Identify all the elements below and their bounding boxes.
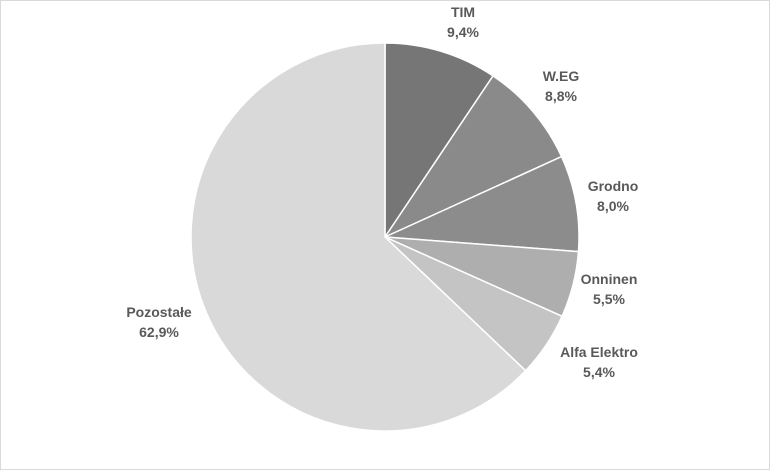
slice-value-label: 8,8% [545, 88, 577, 104]
slice-label: Alfa Elektro 5,4% [560, 344, 638, 380]
pie-slice-grodno [384, 155, 580, 253]
slice-value-label: 5,5% [593, 291, 625, 307]
slice-label: TIM 9,4% [447, 4, 479, 40]
pie-labels: TIM 9,4% W.EG 8,8% Grodno 8,0% Onninen 5,5% Alfa… [126, 4, 638, 380]
slice-value-label: 62,9% [139, 324, 179, 340]
pie-slice-pozostałe [190, 42, 527, 432]
slice-category-label: Pozostałe [126, 304, 192, 320]
pie-slice-tim [384, 42, 495, 240]
slice-category-label: TIM [451, 4, 475, 20]
slice-category-label: Grodno [588, 178, 639, 194]
slice-category-label: Alfa Elektro [560, 344, 638, 360]
slice-value-label: 5,4% [583, 364, 615, 380]
slice-label: Pozostałe 62,9% [126, 304, 192, 340]
slice-category-label: W.EG [543, 68, 580, 84]
slice-label: W.EG 8,8% [543, 68, 580, 104]
pie-slices [190, 42, 580, 432]
slice-value-label: 8,0% [597, 198, 629, 214]
slice-category-label: Onninen [581, 271, 638, 287]
pie-slice-w-eg [382, 74, 563, 239]
slice-label: Grodno 8,0% [588, 178, 639, 214]
slice-value-label: 9,4% [447, 24, 479, 40]
slice-label: Onninen 5,5% [581, 271, 638, 307]
